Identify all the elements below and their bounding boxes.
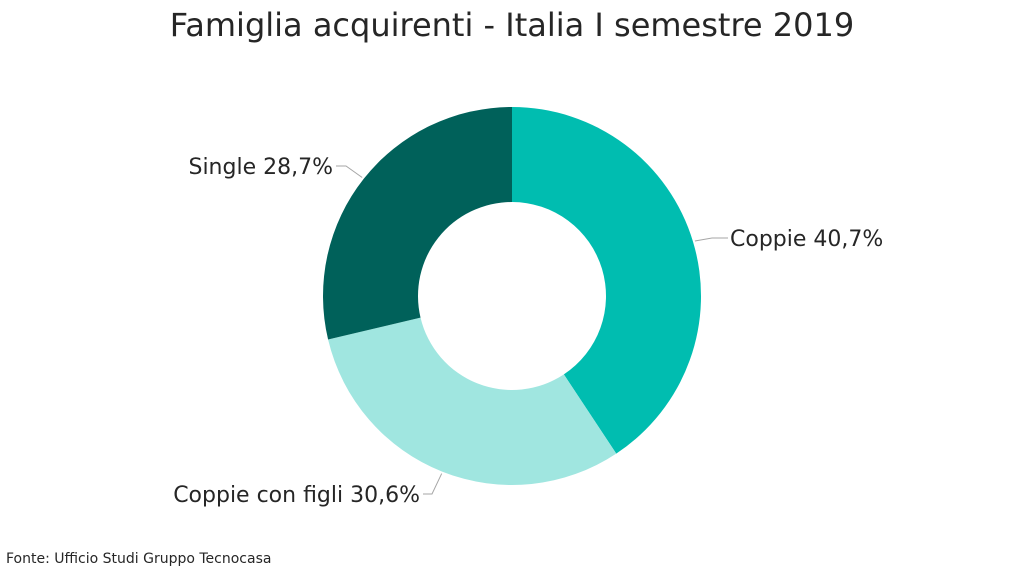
donut-slice-3 <box>323 107 512 340</box>
slice-label-1: Coppie 40,7% <box>730 227 883 252</box>
chart-title: Famiglia acquirenti - Italia I semestre … <box>169 6 855 44</box>
source-note: Fonte: Ufficio Studi Gruppo Tecnocasa <box>6 551 272 567</box>
slice-label-2: Coppie con figli 30,6% <box>173 483 420 508</box>
slice-label-3: Single 28,7% <box>188 155 333 180</box>
leader-line-1 <box>694 237 728 242</box>
leader-line-2 <box>423 473 443 495</box>
leader-line-3 <box>336 165 363 178</box>
donut-slice-1 <box>512 107 701 454</box>
donut-slice-2 <box>328 317 617 485</box>
